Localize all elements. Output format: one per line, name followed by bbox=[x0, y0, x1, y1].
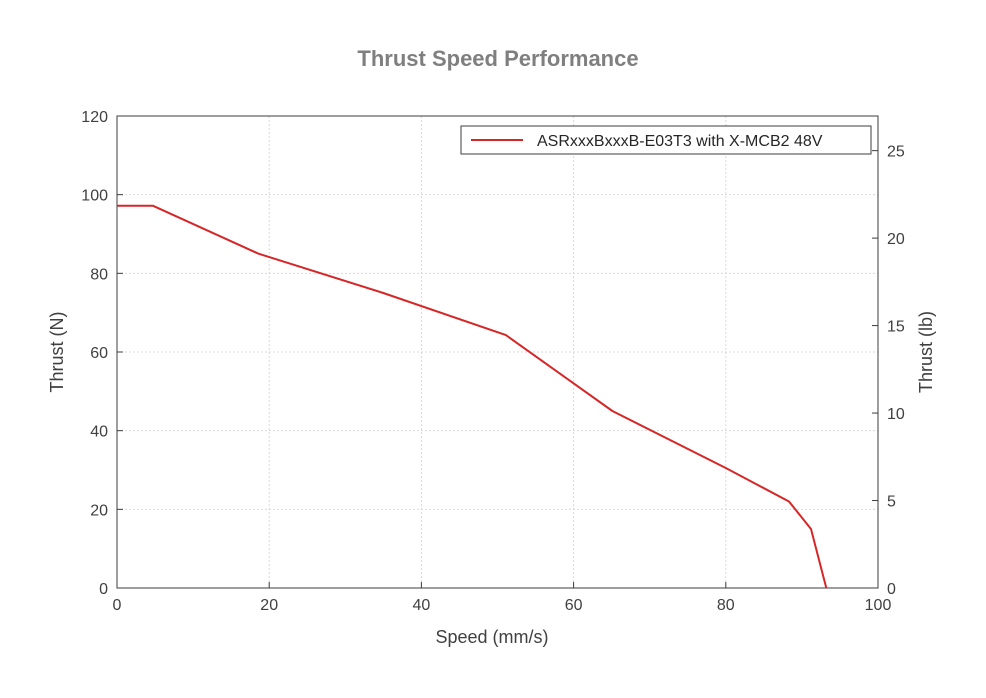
x-tick-label: 0 bbox=[113, 597, 122, 614]
series-layer bbox=[117, 204, 828, 589]
y-right-tick-label: 25 bbox=[887, 144, 905, 161]
y-tick-label: 60 bbox=[90, 345, 108, 362]
legend-box bbox=[460, 125, 872, 155]
x-tick-label: 100 bbox=[865, 597, 892, 614]
x-tick-label: 80 bbox=[717, 597, 735, 614]
y-right-tick-label: 0 bbox=[887, 581, 896, 598]
y-tick-label: 40 bbox=[90, 424, 108, 441]
x-tick-label: 20 bbox=[260, 597, 278, 614]
x-tick-label: 60 bbox=[565, 597, 583, 614]
y-axis-right-label: Thrust (lb) bbox=[916, 311, 936, 393]
y-tick-label: 80 bbox=[90, 266, 108, 283]
x-axis-label: Speed (mm/s) bbox=[435, 627, 548, 647]
legend-label: ASRxxxBxxxB-E03T3 with X-MCB2 48V bbox=[537, 133, 823, 150]
series-line bbox=[117, 204, 828, 589]
y-tick-label: 0 bbox=[99, 581, 108, 598]
grid bbox=[117, 116, 878, 588]
y-tick-label: 120 bbox=[81, 109, 108, 126]
chart-title: Thrust Speed Performance bbox=[357, 46, 638, 71]
y-axis-label: Thrust (N) bbox=[47, 312, 67, 393]
x-tick-label: 40 bbox=[413, 597, 431, 614]
y-right-tick-label: 10 bbox=[887, 406, 905, 423]
y-right-tick-label: 20 bbox=[887, 231, 905, 248]
legend: ASRxxxBxxxB-E03T3 with X-MCB2 48V bbox=[460, 125, 872, 155]
y-right-tick-label: 15 bbox=[887, 319, 905, 336]
y-tick-label: 20 bbox=[90, 502, 108, 519]
y-tick-label: 100 bbox=[81, 188, 108, 205]
y-right-tick-label: 5 bbox=[887, 494, 896, 511]
